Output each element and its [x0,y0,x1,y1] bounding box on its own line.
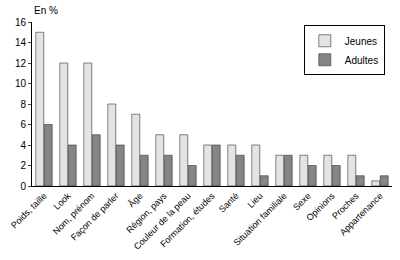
svg-text:Santé: Santé [217,191,241,215]
svg-text:0: 0 [20,181,26,192]
svg-text:Lieu: Lieu [245,191,264,210]
svg-text:Âge: Âge [126,191,144,209]
svg-text:Opinions: Opinions [304,190,337,223]
svg-text:Jeunes: Jeunes [345,36,377,47]
svg-text:4: 4 [20,140,26,151]
svg-text:Région, pays: Région, pays [124,190,169,235]
svg-text:Proches: Proches [330,190,361,221]
svg-text:6: 6 [20,119,26,130]
svg-text:Formation, études: Formation, études [158,190,217,249]
svg-text:10: 10 [15,78,27,89]
svg-text:16: 16 [15,17,27,28]
svg-text:Nom, prénom: Nom, prénom [51,191,97,237]
svg-text:Poids, taille: Poids, taille [9,191,49,231]
svg-text:Situation familiale: Situation familiale [232,191,289,248]
svg-text:14: 14 [15,37,27,48]
svg-text:2: 2 [20,160,26,171]
svg-text:En %: En % [34,5,58,16]
svg-text:Façon de parler: Façon de parler [69,191,121,243]
svg-text:Adultes: Adultes [345,55,378,66]
svg-text:12: 12 [15,58,27,69]
svg-text:8: 8 [20,99,26,110]
svg-text:Appartenance: Appartenance [338,191,385,238]
svg-text:Couleur de la peau: Couleur de la peau [132,191,193,252]
svg-text:Sexe: Sexe [291,191,313,213]
svg-text:Look: Look [52,190,73,211]
